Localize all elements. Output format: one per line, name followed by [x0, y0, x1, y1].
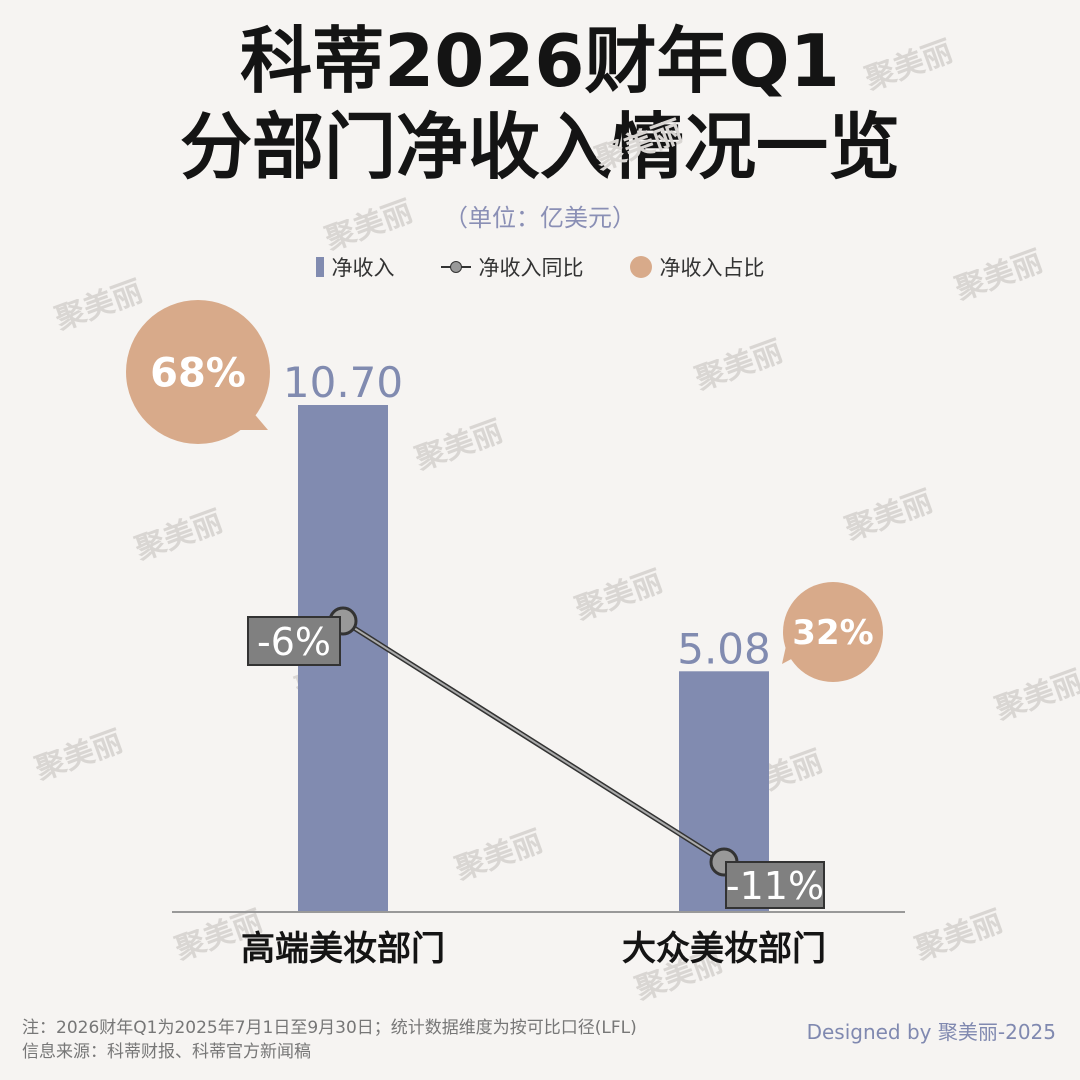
watermark-text: 聚美丽 [50, 274, 147, 338]
watermark-text: 聚美丽 [910, 904, 1007, 968]
legend-item-yoy: 净收入同比 [440, 252, 584, 282]
legend-line-swatch [440, 257, 471, 277]
share-value-label: 32% [792, 613, 873, 653]
watermark-text: 聚美丽 [950, 244, 1047, 308]
watermark-text: 聚美丽 [30, 724, 127, 788]
footnote-line-1: 注：2026财年Q1为2025年7月1日至9月30日；统计数据维度为按可比口径(… [22, 1018, 637, 1038]
watermark-text: 聚美丽 [450, 824, 547, 888]
yoy-value-label: -6% [257, 620, 331, 664]
legend: 净收入 净收入同比 净收入占比 [0, 252, 1080, 282]
credit: Designed by 聚美丽-2025 [806, 1020, 1056, 1044]
footnote-line-2: 信息来源：科蒂财报、科蒂官方新闻稿 [22, 1042, 311, 1062]
yoy-label-box [725, 861, 825, 909]
yoy-line-highlight [342, 620, 725, 863]
watermark-text: 聚美丽 [690, 334, 787, 398]
title-line-1: 科蒂2026财年Q1 [240, 19, 840, 103]
legend-label: 净收入同比 [478, 256, 584, 280]
category-label: 大众美妆部门 [622, 929, 826, 969]
footnote: 注：2026财年Q1为2025年7月1日至9月30日；统计数据维度为按可比口径(… [22, 1016, 637, 1064]
watermark-text: 聚美丽 [860, 34, 957, 98]
chart-title: 科蒂2026财年Q1 分部门净收入情况一览 [0, 18, 1080, 190]
share-bubble [783, 582, 883, 682]
watermark-text: 聚美丽 [840, 484, 937, 548]
legend-label: 净收入占比 [659, 256, 765, 280]
legend-label: 净收入 [331, 256, 395, 280]
watermark-text: 聚美丽 [320, 194, 417, 258]
share-bubble [126, 300, 270, 444]
legend-item-share: 净收入占比 [629, 252, 765, 282]
bar-value-label: 5.08 [677, 624, 771, 673]
unit-label: （单位：亿美元） [444, 204, 636, 232]
legend-item-revenue: 净收入 [315, 252, 395, 282]
watermark-text: 聚美丽 [410, 414, 507, 478]
yoy-value-label: -11% [726, 864, 824, 908]
watermark-text: 聚美丽 [590, 114, 687, 178]
bar-value-label: 10.70 [283, 358, 403, 407]
legend-dot-swatch [629, 256, 652, 278]
watermark-text: 聚美丽 [570, 564, 667, 628]
yoy-label-box [247, 616, 341, 666]
title-line-2: 分部门净收入情况一览 [179, 105, 900, 189]
legend-bar-swatch [315, 257, 324, 277]
watermark-text: 聚美丽 [130, 504, 227, 568]
share-value-label: 68% [150, 350, 246, 396]
category-label: 高端美妆部门 [241, 929, 445, 969]
watermark-text: 聚美丽 [990, 664, 1080, 728]
